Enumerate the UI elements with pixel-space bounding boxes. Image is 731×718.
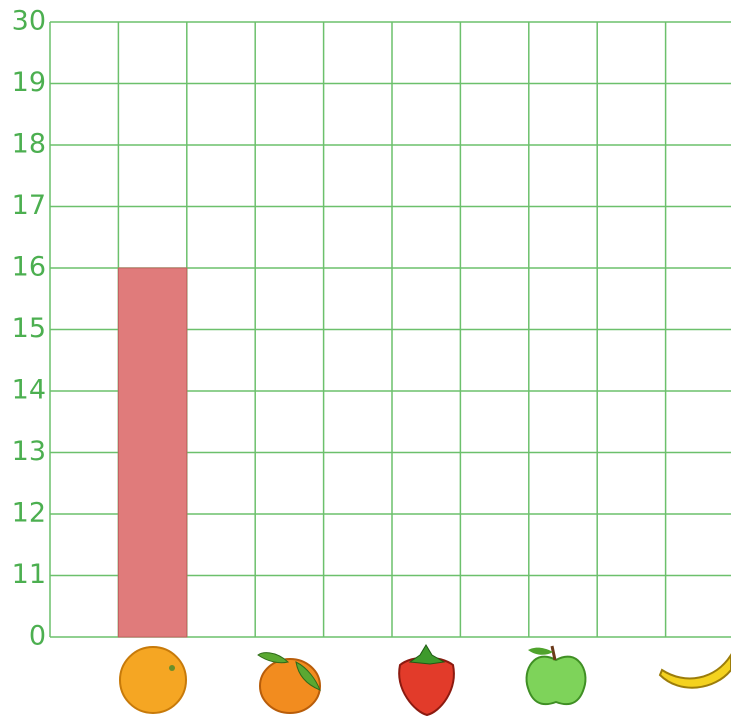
- y-tick-label: 11: [12, 559, 46, 590]
- y-tick-label: 19: [12, 67, 46, 98]
- banana-icon: [658, 653, 731, 689]
- y-tick-label: 14: [12, 375, 46, 406]
- y-tick-label: 12: [12, 498, 46, 529]
- y-tick-label: 13: [12, 436, 46, 467]
- y-tick-label: 0: [29, 621, 46, 652]
- fruit-icons: [119, 644, 731, 717]
- y-tick-label: 18: [12, 129, 46, 160]
- apple-icon: [525, 645, 587, 706]
- strawberry-icon: [398, 644, 455, 717]
- bar: [117, 267, 188, 638]
- plot-area: 0 11 12 13 14 15 16 17 18 19 30: [12, 6, 731, 652]
- y-tick-label: 17: [12, 190, 46, 221]
- y-tick-label: 30: [12, 6, 46, 37]
- y-tick-label: 16: [12, 252, 46, 283]
- y-tick-label: 15: [12, 313, 46, 344]
- orange-icon: [119, 646, 187, 714]
- tangerine-icon: [257, 652, 321, 714]
